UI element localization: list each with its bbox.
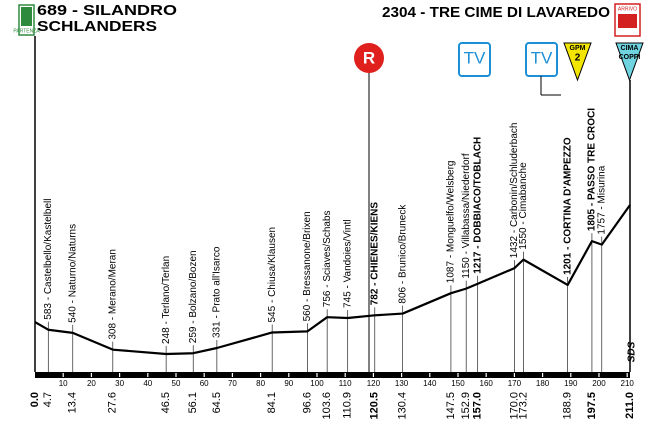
km-label: 130.4 <box>397 392 409 420</box>
waypoint-label: 1201 - CORTINA D'AMPEZZO <box>562 137 573 275</box>
start-title: 689 - SILANDRO <box>37 2 177 19</box>
km-label: 110.9 <box>342 392 354 419</box>
x-tick-label: 70 <box>228 379 237 388</box>
tv-label: TV <box>531 48 553 67</box>
km-label: 173.2 <box>517 392 529 420</box>
cima-label: COPPI <box>619 54 641 61</box>
waypoint-label: 560 - Bressanone/Brixen <box>302 211 313 321</box>
x-tick-label: 150 <box>451 379 465 388</box>
waypoint-label: 259 - Bolzano/Bozen <box>188 250 199 343</box>
waypoint-label: 782 - CHIENES/KIENS <box>369 202 380 306</box>
waypoint-label: 756 - Sciaves/Schabs <box>322 210 333 307</box>
logo: SDS <box>627 341 638 362</box>
cima-label: CIMA <box>621 45 639 52</box>
tv-label: TV <box>464 48 486 67</box>
x-tick-label: 20 <box>87 379 96 388</box>
km-label: 152.9 <box>460 392 472 420</box>
x-axis <box>35 372 630 378</box>
km-label: 96.6 <box>301 392 313 413</box>
x-tick-label: 30 <box>115 379 124 388</box>
km-label: 197.5 <box>586 392 598 420</box>
km-label: 211.0 <box>624 392 636 419</box>
waypoint-label: 540 - Naturno/Naturns <box>67 224 78 323</box>
x-tick-label: 10 <box>59 379 68 388</box>
x-tick-label: 140 <box>423 379 437 388</box>
waypoint-label: 1550 - Cimabanche <box>518 162 529 250</box>
km-label: 147.5 <box>445 392 457 420</box>
start-flag <box>21 7 32 26</box>
km-label: 64.5 <box>211 392 223 413</box>
start-subtitle: SCHLANDERS <box>37 18 157 35</box>
waypoint-label: 1217 - DOBBIACO/TOBLACH <box>472 137 483 274</box>
x-tick-label: 120 <box>367 379 381 388</box>
x-tick-label: 190 <box>564 379 578 388</box>
waypoint-label: 1087 - Monguelfo/Welsberg <box>446 161 457 284</box>
km-label: 27.6 <box>107 392 119 413</box>
waypoint-label: 1805 - PASSO TRE CROCI <box>587 108 598 231</box>
waypoint-label: 745 - Vandoies/Vintl <box>342 219 353 308</box>
x-tick-label: 160 <box>480 379 494 388</box>
waypoint-label: 1757 - Misurina <box>596 165 607 234</box>
waypoint-label: 1150 - Villabassa/Niederdorf <box>461 153 472 278</box>
x-tick-label: 80 <box>256 379 265 388</box>
tv-icon <box>458 42 491 77</box>
feed-icon <box>354 43 384 73</box>
waypoint-label: 545 - Chiusa/Klausen <box>267 227 278 323</box>
waypoint-label: 331 - Prato all'Isarco <box>212 246 223 338</box>
km-label: 120.5 <box>369 392 381 420</box>
waypoint-label: 806 - Brunico/Bruneck <box>397 204 408 304</box>
x-tick-label: 200 <box>592 379 606 388</box>
x-tick-label: 90 <box>284 379 293 388</box>
x-tick-label: 210 <box>621 379 635 388</box>
x-tick-label: 170 <box>508 379 522 388</box>
finish-icon-label: ARRIVO <box>618 6 637 12</box>
km-label: 56.1 <box>187 392 199 413</box>
profile-line <box>34 204 631 356</box>
waypoint-label: 583 - Castelbello/Kastelbell <box>43 199 54 320</box>
feed-label: R <box>363 48 375 67</box>
km-label: 4.7 <box>42 392 54 407</box>
km-label: 84.1 <box>266 392 278 413</box>
x-tick-label: 60 <box>200 379 209 388</box>
km-label: 170.0 <box>508 392 520 420</box>
finish-title: 2304 - TRE CIME DI LAVAREDO <box>382 4 610 21</box>
start-icon-label: PARTENZA <box>13 28 40 34</box>
finish-box <box>618 14 637 28</box>
x-tick-label: 100 <box>310 379 324 388</box>
x-tick-label: 40 <box>143 379 152 388</box>
waypoint-label: 308 - Merano/Meran <box>107 249 118 340</box>
km-label: 188.9 <box>562 392 574 420</box>
x-tick-label: 180 <box>536 379 550 388</box>
gpm-icon <box>563 42 592 82</box>
waypoint-label: 1432 - Carbonin/Schluderbach <box>509 123 520 259</box>
waypoint-label: 248 - Terlano/Terlan <box>161 256 172 344</box>
km-label: 0.0 <box>29 392 41 407</box>
gpm-label: GPM <box>570 45 586 52</box>
cima-icon <box>615 42 644 82</box>
km-label: 13.4 <box>67 392 79 413</box>
km-label: 103.6 <box>321 392 333 420</box>
gpm-category: 2 <box>575 53 581 64</box>
x-tick-label: 130 <box>395 379 409 388</box>
km-label: 46.5 <box>160 392 172 413</box>
x-tick-label: 110 <box>339 379 352 388</box>
x-tick-label: 50 <box>172 379 181 388</box>
km-label: 157.0 <box>472 392 484 420</box>
